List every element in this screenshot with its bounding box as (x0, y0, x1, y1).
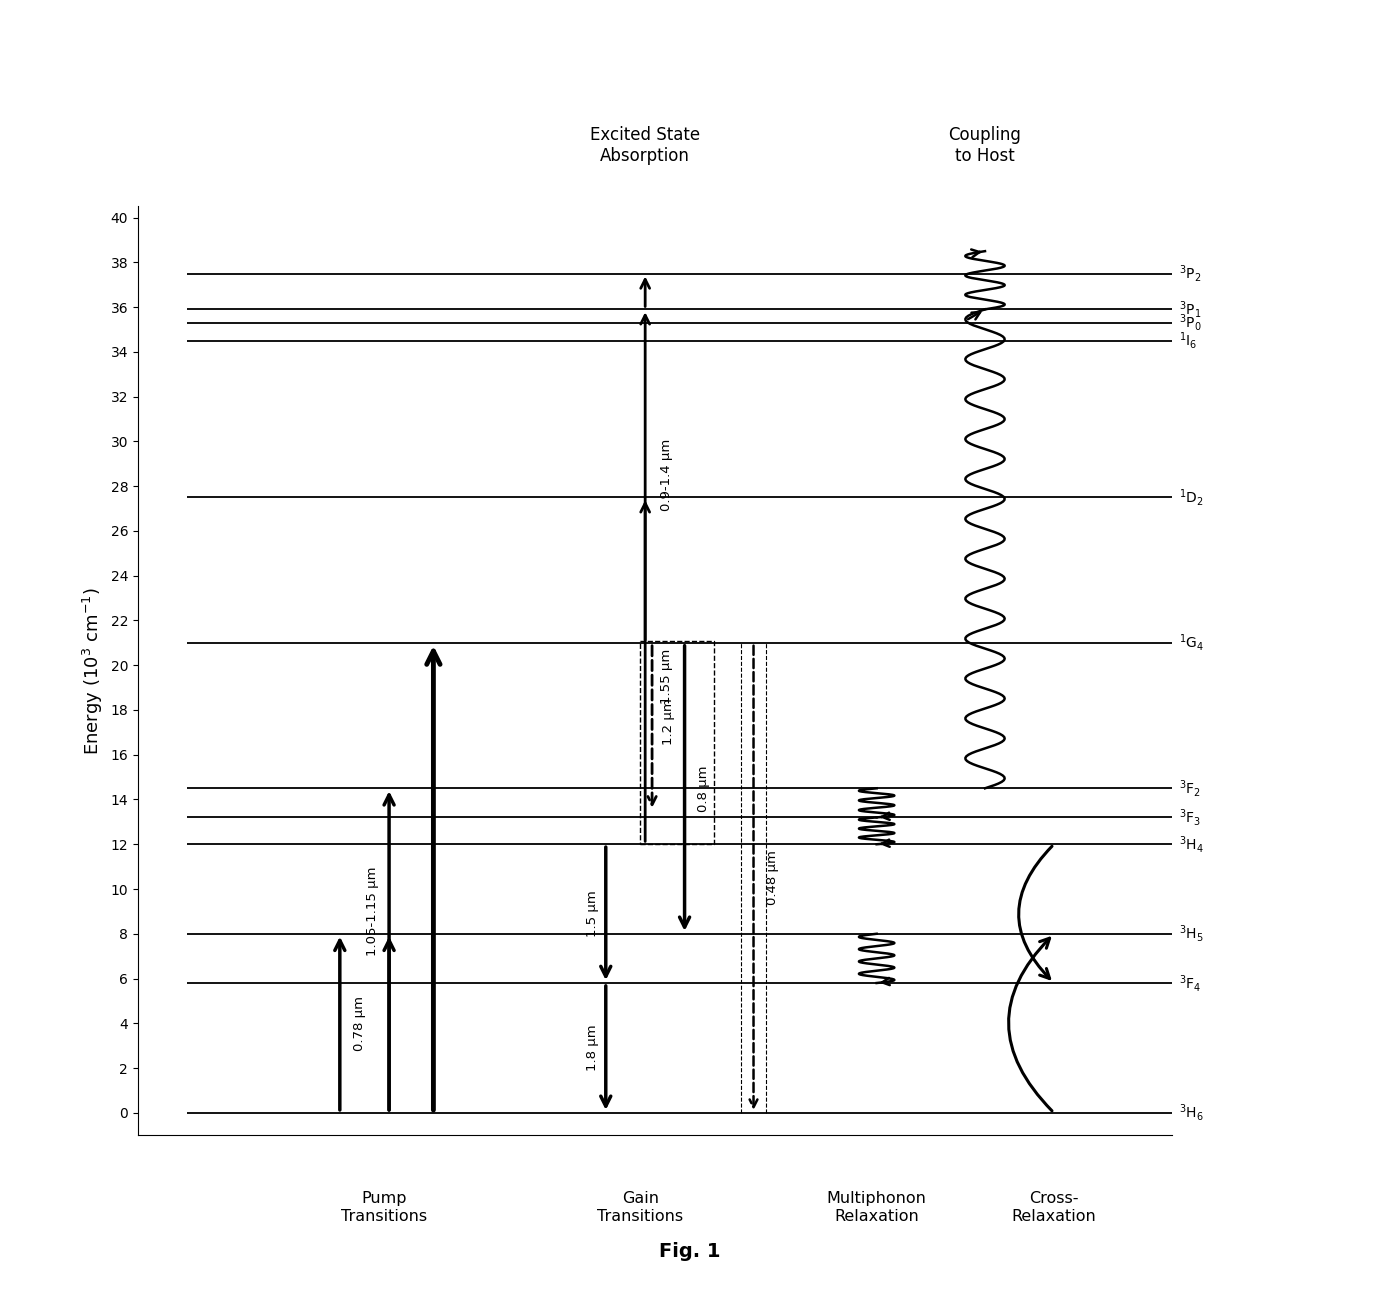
Text: Multiphonon
Relaxation: Multiphonon Relaxation (827, 1191, 927, 1223)
Text: $^1$D$_2$: $^1$D$_2$ (1179, 486, 1204, 508)
Text: $^3$P$_2$: $^3$P$_2$ (1179, 263, 1201, 284)
Text: 1.5 μm: 1.5 μm (586, 890, 598, 937)
Text: 1.55 μm: 1.55 μm (661, 649, 673, 704)
Text: 1.2 μm: 1.2 μm (662, 698, 674, 744)
Text: 0.9-1.4 μm: 0.9-1.4 μm (661, 439, 673, 511)
Y-axis label: Energy (10$^3$ cm$^{-1}$): Energy (10$^3$ cm$^{-1}$) (81, 587, 105, 755)
Text: $^3$F$_2$: $^3$F$_2$ (1179, 778, 1201, 799)
Text: Cross-
Relaxation: Cross- Relaxation (1012, 1191, 1096, 1223)
Text: $^3$P$_0$: $^3$P$_0$ (1179, 312, 1202, 333)
Text: $^3$H$_6$: $^3$H$_6$ (1179, 1103, 1204, 1124)
Bar (640, 641, 714, 844)
Text: Pump
Transitions: Pump Transitions (341, 1191, 427, 1223)
Text: 1.05-1.15 μm: 1.05-1.15 μm (367, 867, 379, 956)
Text: Excited State
Absorption: Excited State Absorption (590, 126, 701, 165)
Text: $^1$G$_4$: $^1$G$_4$ (1179, 632, 1204, 653)
Text: $^3$P$_1$: $^3$P$_1$ (1179, 299, 1201, 320)
Text: 0.78 μm: 0.78 μm (353, 996, 365, 1051)
Text: Fig. 1: Fig. 1 (659, 1242, 720, 1260)
Text: $^1$I$_6$: $^1$I$_6$ (1179, 330, 1197, 351)
Text: 1.8 μm: 1.8 μm (586, 1024, 598, 1071)
Text: 0.8 μm: 0.8 μm (698, 765, 710, 811)
Text: $^3$F$_3$: $^3$F$_3$ (1179, 806, 1201, 828)
Text: Gain
Transitions: Gain Transitions (597, 1191, 684, 1223)
Text: Coupling
to Host: Coupling to Host (949, 126, 1022, 165)
Text: $^3$H$_4$: $^3$H$_4$ (1179, 833, 1204, 855)
Text: $^3$F$_4$: $^3$F$_4$ (1179, 973, 1201, 993)
Text: 0.48 μm: 0.48 μm (767, 850, 779, 906)
Text: $^3$H$_5$: $^3$H$_5$ (1179, 924, 1204, 944)
